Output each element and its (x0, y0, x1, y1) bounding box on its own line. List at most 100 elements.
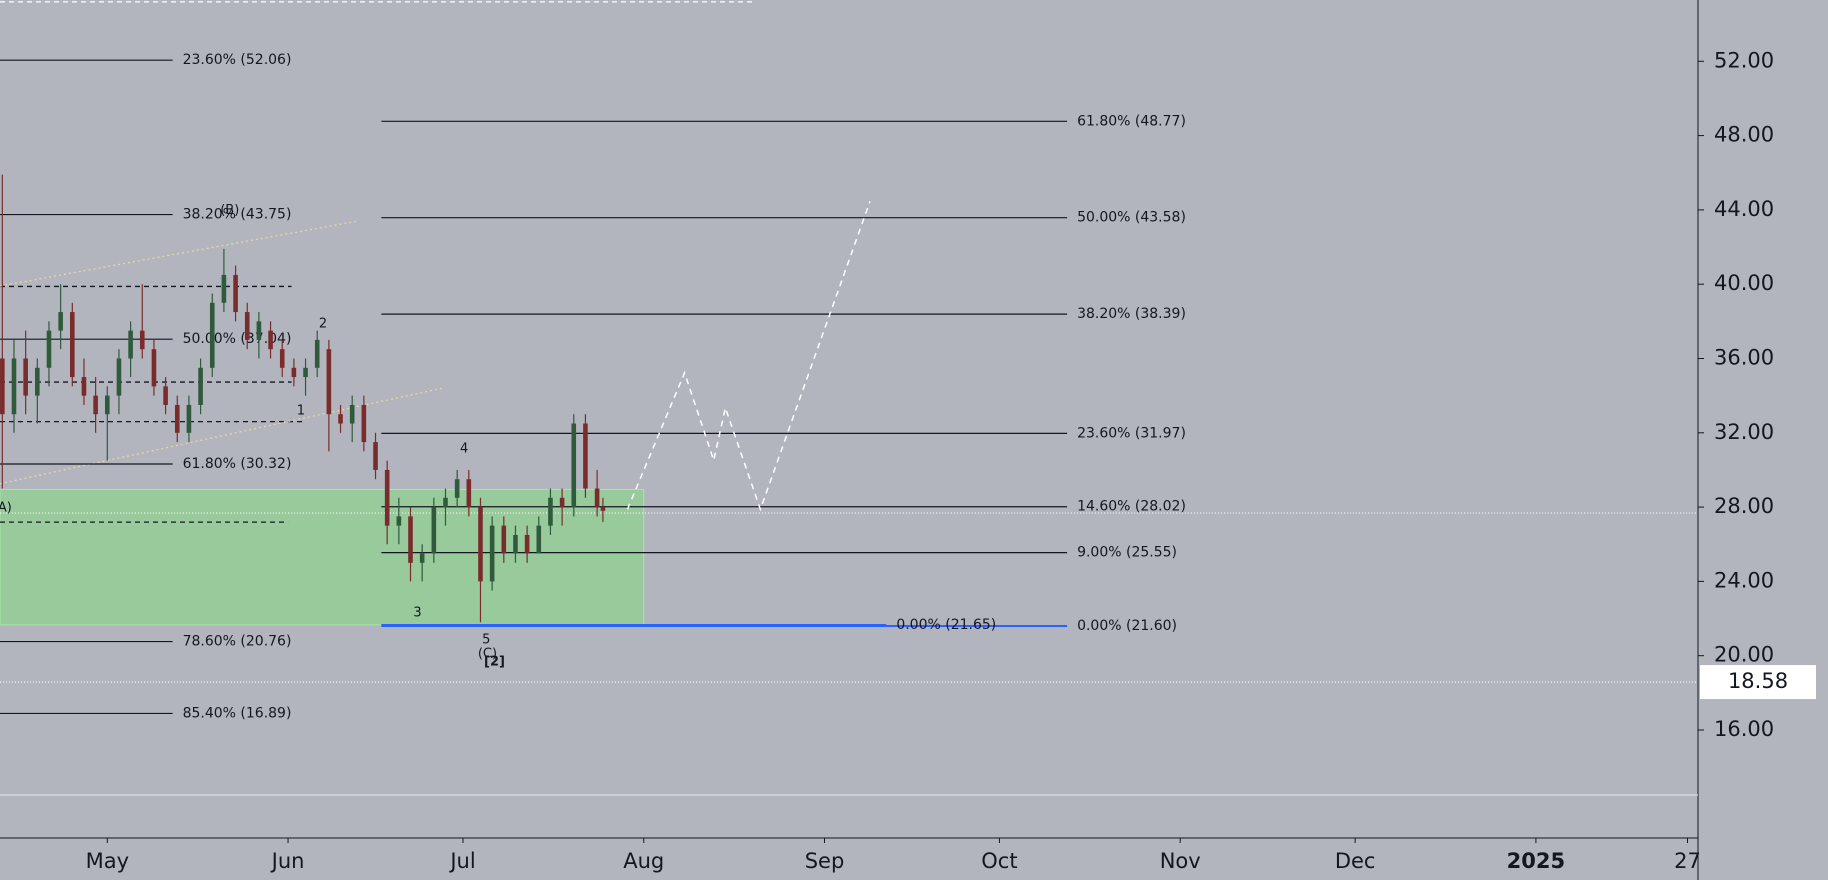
candle-body (408, 516, 413, 563)
candle-body (536, 525, 542, 554)
fib-label: 85.40% (16.89) (183, 705, 292, 721)
candle-body (314, 339, 320, 368)
candle-body (23, 358, 28, 396)
y-tick-label: 48.00 (1714, 123, 1774, 147)
candle-body (548, 497, 553, 526)
candle-body (139, 330, 145, 350)
candle-body (396, 516, 402, 526)
fib-label: 9.00% (25.55) (1077, 545, 1177, 561)
candle-body (524, 534, 530, 554)
candle-body (186, 404, 192, 433)
candle-body (104, 395, 110, 415)
last-price-label: 18.58 (1728, 669, 1788, 693)
x-tick-label: 27 (1674, 849, 1701, 873)
x-tick-label: Nov (1160, 849, 1201, 873)
candle-body (11, 358, 17, 415)
candle-body (0, 358, 5, 415)
fib-label: 23.60% (52.06) (183, 52, 292, 68)
candle-body (373, 442, 378, 470)
candle-body (454, 479, 460, 498)
candle-body (338, 414, 343, 424)
last-price-badge (1700, 665, 1816, 700)
candle-body (571, 423, 577, 508)
plot-area: 23.60% (52.06) 38.20% (43.75) 50.00% (37.0… (0, 1, 1698, 721)
candle-body (513, 534, 518, 554)
candle-body (291, 367, 297, 378)
candle-body (466, 479, 472, 508)
candle-body (489, 525, 495, 582)
x-tick-label: Jul (448, 849, 475, 873)
candle-body (384, 469, 390, 526)
wave-label: (C) (478, 646, 497, 661)
candle-body (244, 312, 250, 340)
wave-label: 1 (297, 404, 305, 419)
wave-label: 3 (413, 606, 421, 621)
candle-body (70, 312, 75, 378)
fib-label: 78.60% (20.76) (183, 634, 292, 650)
fib-label: 0.00% (21.65) (896, 617, 996, 633)
candle-body (46, 330, 52, 368)
candle-body (116, 358, 122, 396)
candle-body (163, 386, 168, 405)
candle-body (478, 507, 483, 582)
candle-body (279, 349, 285, 368)
y-tick-label: 16.00 (1714, 717, 1774, 741)
x-tick-label: Aug (623, 849, 664, 873)
candle-body (419, 553, 425, 563)
wave-label: [2] (484, 655, 505, 670)
candle-body (151, 349, 157, 387)
candle-body (600, 507, 606, 511)
wave-label: (A) (0, 501, 12, 516)
x-tick-label: Dec (1335, 849, 1376, 873)
candle-body (303, 367, 308, 378)
y-tick-label: 40.00 (1714, 271, 1774, 295)
x-tick-label: 2025 (1507, 849, 1565, 873)
fib-label: 61.80% (30.32) (183, 456, 292, 472)
y-tick-label: 32.00 (1714, 420, 1774, 444)
candle-body (174, 404, 180, 433)
candle-body (361, 404, 367, 443)
candle-body (349, 404, 355, 424)
fib-label: 50.00% (43.58) (1077, 210, 1186, 226)
candle-body (256, 321, 262, 340)
candle-body (128, 330, 133, 359)
fib-label: 38.20% (43.75) (183, 207, 292, 223)
candle-body (594, 488, 600, 508)
fib-label: 38.20% (38.39) (1077, 306, 1186, 322)
candle-body (431, 507, 437, 554)
y-tick-label: 36.00 (1714, 345, 1774, 369)
y-tick-label: 28.00 (1714, 494, 1774, 518)
x-tick-label: Jun (270, 849, 305, 873)
wave-label: 5 (482, 633, 490, 648)
candle-body (326, 349, 332, 415)
candle-body (35, 367, 40, 396)
x-tick-label: Oct (981, 849, 1017, 873)
candle-body (501, 525, 507, 554)
candle-body (93, 395, 98, 415)
candle-body (443, 497, 448, 508)
x-tick-label: May (86, 849, 129, 873)
wave-label: (B) (220, 203, 239, 218)
wave-label: 4 (460, 441, 468, 456)
wave-label: 2 (319, 316, 327, 331)
candle-body (268, 330, 273, 350)
target-zone (0, 488, 645, 626)
x-tick-label: Sep (805, 849, 845, 873)
candle-body (583, 423, 588, 489)
fib-label: 14.60% (28.02) (1077, 499, 1186, 515)
fib-label: 0.00% (21.60) (1077, 618, 1177, 634)
candle-body (58, 312, 63, 331)
y-tick-label: 24.00 (1714, 568, 1774, 592)
candle-body (81, 377, 87, 396)
channel-line (0, 220, 359, 287)
candle-body (233, 274, 238, 313)
candle-body (221, 274, 227, 303)
candle-body (559, 497, 565, 508)
candle-body (198, 367, 203, 405)
fib-label: 61.80% (48.77) (1077, 113, 1186, 129)
y-tick-label: 20.00 (1714, 643, 1774, 667)
y-tick-label: 52.00 (1714, 48, 1774, 72)
fib-label: 50.00% (37.04) (183, 331, 292, 347)
